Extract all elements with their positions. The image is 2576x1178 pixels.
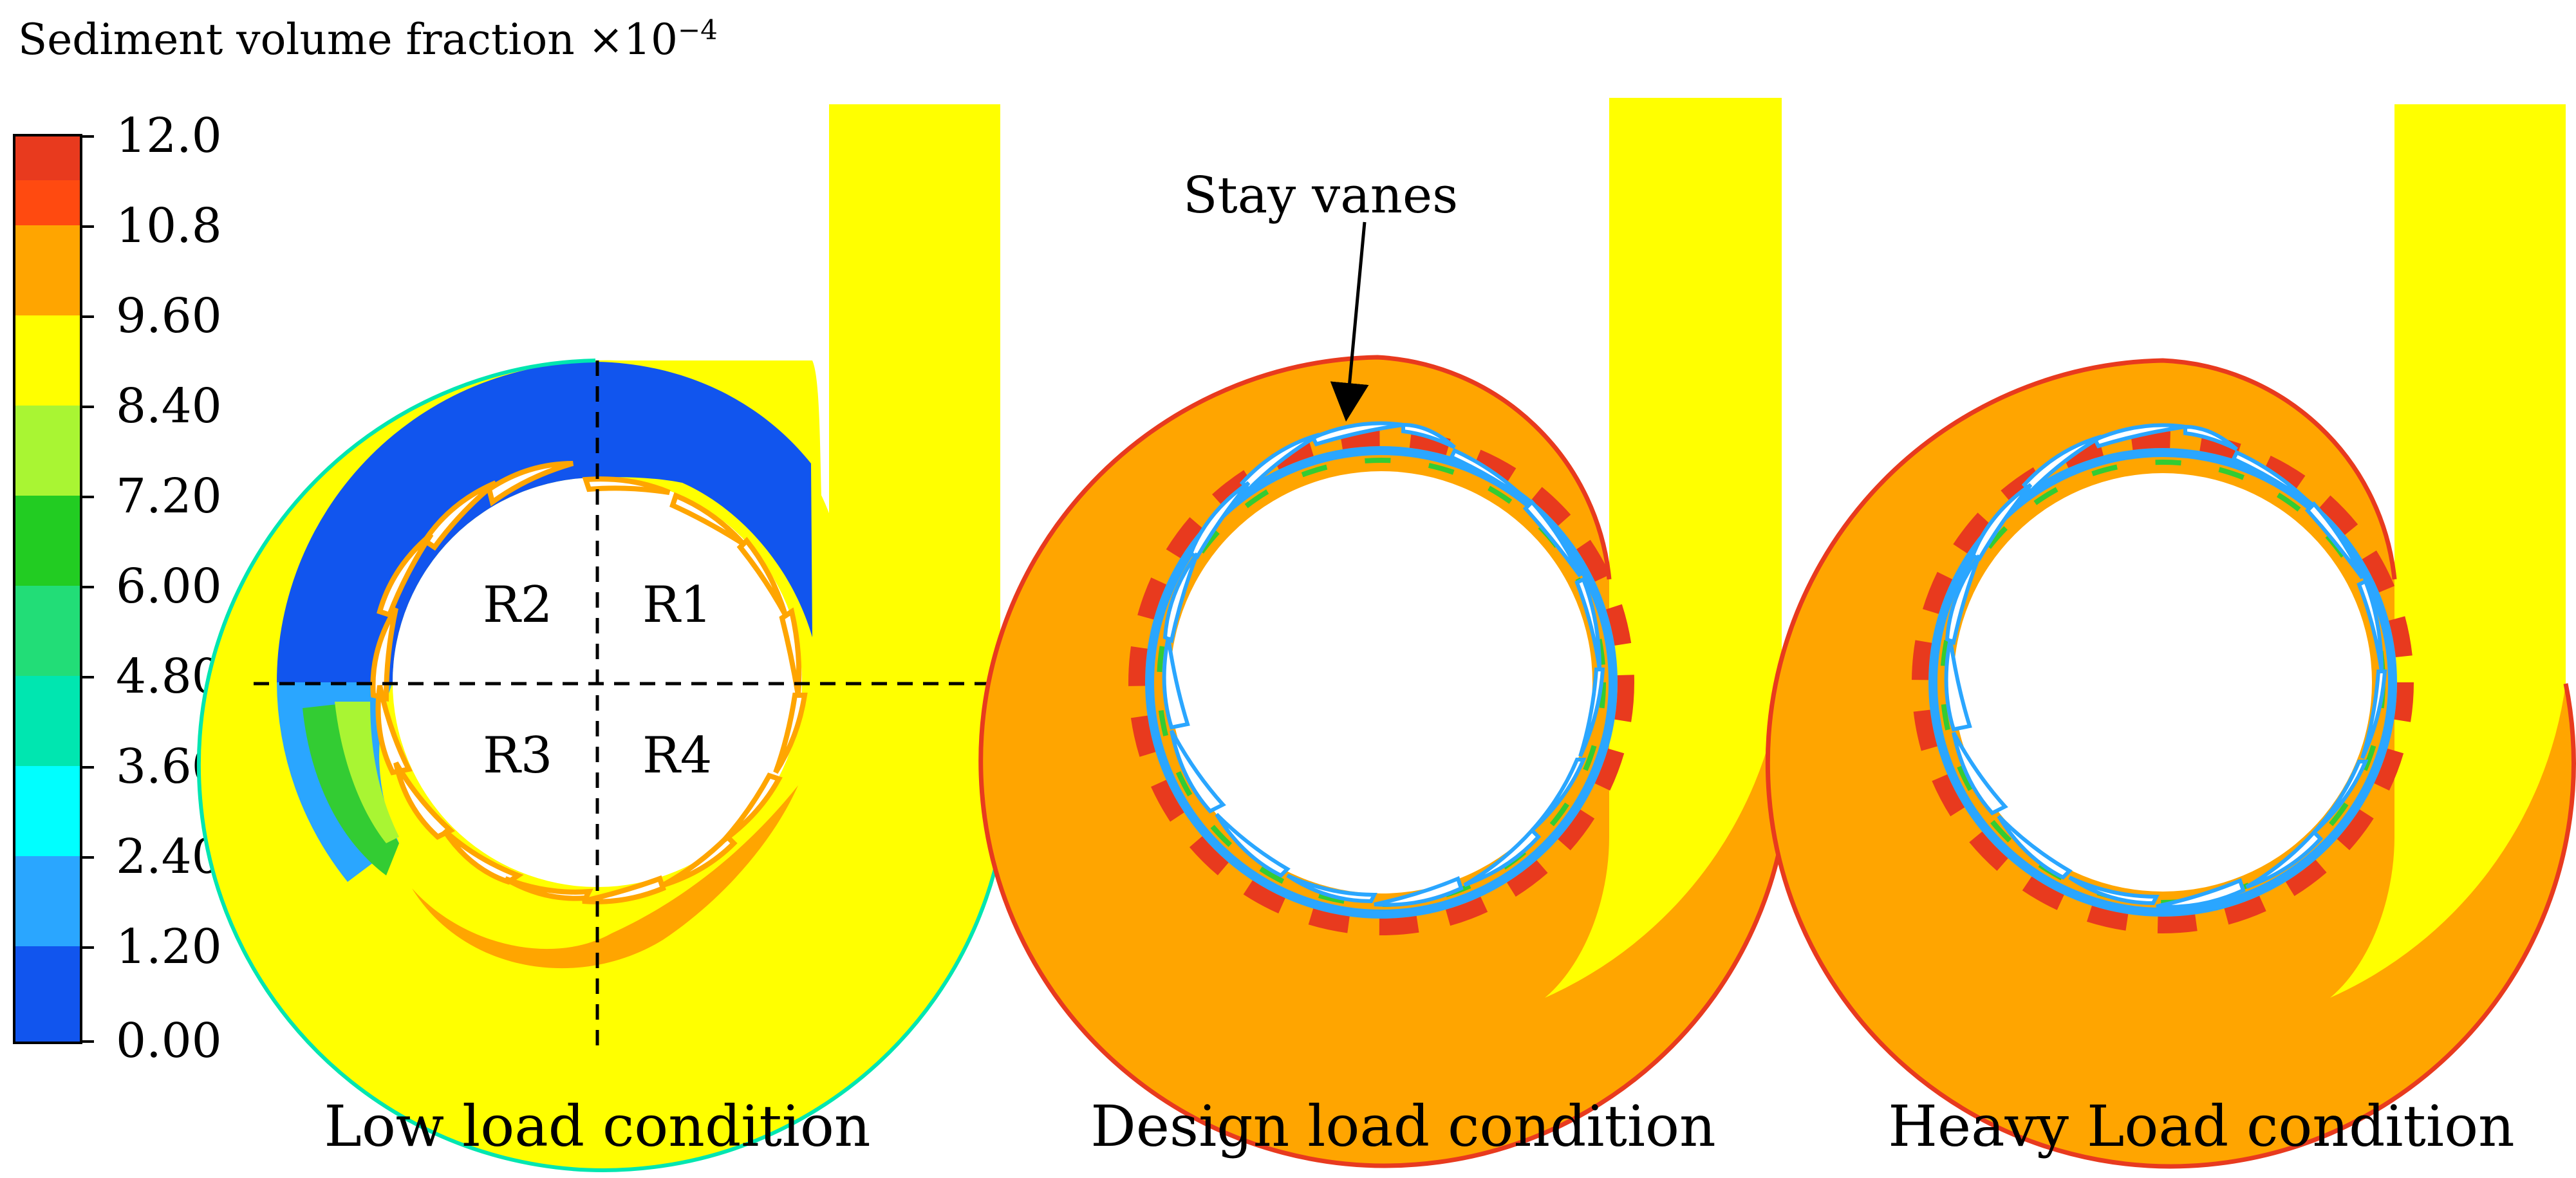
- region-label-r3: R3: [483, 727, 552, 785]
- stay-vanes: [1944, 423, 2387, 909]
- colorbar-band: [14, 766, 81, 856]
- volute-wall: [196, 359, 1011, 1172]
- colorbar-tick-label: 8.40: [116, 379, 222, 434]
- outlet-pipe: [2394, 104, 2566, 684]
- colorbar-band: [14, 946, 81, 1043]
- volute-low-load: R1 R2 R3 R4: [196, 104, 1011, 1172]
- volute-heavy-load: [1765, 104, 2576, 1169]
- colorbar-band: [14, 406, 81, 496]
- colorbar-band: [14, 225, 81, 315]
- colorbar-tick-label: 10.8: [116, 198, 222, 254]
- sediment-patch: [412, 785, 798, 969]
- colorbar-tick-label: 12.0: [116, 108, 222, 164]
- legend-title-exponent: −4: [677, 14, 718, 46]
- legend-title-text: Sediment volume fraction ×10: [18, 15, 678, 64]
- runner-hub: [1954, 473, 2372, 892]
- vane-ring-outer: [1912, 431, 2414, 933]
- stay-vanes: [1162, 421, 1605, 907]
- volute-sector-r1: [597, 362, 812, 637]
- region-label-r2: R2: [483, 576, 552, 634]
- volute-lime-band: [335, 702, 399, 843]
- panel-label-heavy-load: Heavy Load condition: [1888, 1093, 2514, 1159]
- vane-ring-inner: [1145, 446, 1618, 919]
- region-label-r4: R4: [642, 727, 712, 785]
- annotation-label: Stay vanes: [1183, 167, 1458, 225]
- colorbar-tick-label: 7.20: [116, 469, 222, 524]
- volute-wall: [1765, 358, 2576, 1169]
- annotation-arrow: [1330, 221, 1369, 422]
- colorbar-band: [14, 676, 81, 766]
- legend-title: Sediment volume fraction ×10−4: [18, 14, 718, 64]
- outlet-pipe: [1609, 98, 1782, 684]
- colorbar: 12.0 10.8 9.60 8.40 7.20 6.00 4.80 3.60 …: [13, 108, 222, 1069]
- colorbar-band-upper: [14, 180, 81, 225]
- colorbar-band: [14, 586, 81, 676]
- colorbar-tick-label: 1.20: [116, 919, 222, 975]
- colorbar-band: [14, 856, 81, 946]
- colorbar-frame: [13, 134, 82, 1044]
- outlet-pipe: [829, 104, 1000, 684]
- colorbar-ticks: [81, 135, 94, 1043]
- panel-label-design-load: Design load condition: [1090, 1093, 1715, 1159]
- colorbar-band-top: [14, 135, 81, 180]
- colorbar-tick-label: 6.00: [116, 559, 222, 614]
- runner-hub: [1170, 471, 1592, 893]
- region-label-r1: R1: [642, 576, 712, 634]
- outlet-transition: [2330, 684, 2566, 998]
- vane-ring-inner: [1928, 448, 2397, 917]
- volute-design-load: Stay vanes: [978, 98, 1792, 1168]
- stay-vanes: [370, 461, 808, 904]
- colorbar-band: [14, 496, 81, 586]
- volute-wall: [978, 355, 1792, 1168]
- volute-green-band: [303, 702, 399, 875]
- colorbar-band: [14, 315, 81, 406]
- outlet-transition: [1545, 684, 1782, 998]
- colorbar-tick-label: 9.60: [116, 288, 222, 344]
- panel-label-low-load: Low load condition: [324, 1093, 870, 1159]
- vane-ring-outer: [1128, 429, 1634, 935]
- colorbar-tick-label: 0.00: [116, 1013, 222, 1069]
